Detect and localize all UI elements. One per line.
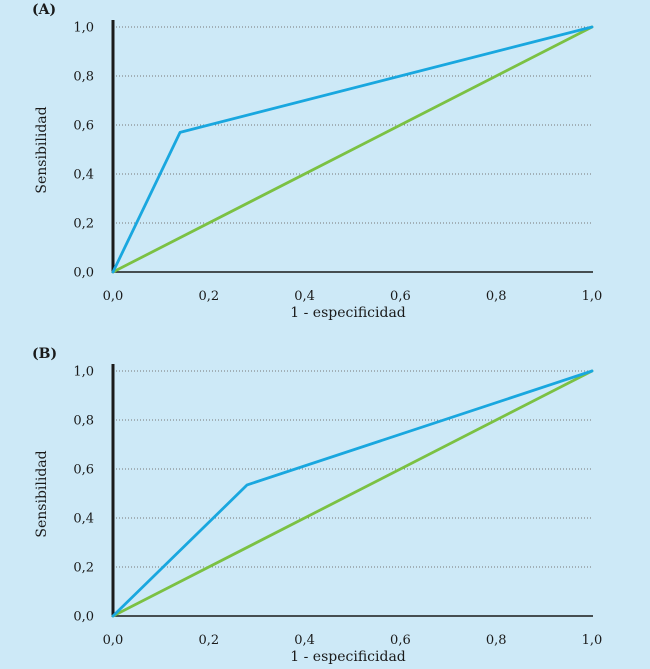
panel-a-plot: 0,0 0,2 0,4 0,6 0,8 1,0 0,0 0,2 0,4 0,6 0,8 1,0	[73, 20, 602, 304]
x-tick-label: 0,2	[198, 633, 219, 648]
y-tick-label: 0,2	[73, 561, 94, 576]
x-tick-label: 1,0	[582, 633, 603, 648]
y-tick-label: 0,2	[73, 217, 94, 232]
y-tick-label: 1,0	[73, 365, 94, 380]
y-tick-label: 0,4	[73, 168, 94, 183]
roc-curve-line	[111, 369, 594, 618]
x-tick-label: 0,0	[103, 633, 124, 648]
x-tick-label: 1,0	[582, 289, 603, 304]
x-tick-label: 0,4	[294, 289, 315, 304]
y-tick-label: 0,0	[73, 610, 94, 625]
y-tick-label: 0,0	[73, 266, 94, 281]
panel-b-xlabel: 1 - especificidad	[290, 649, 406, 665]
reference-diagonal-line	[111, 369, 594, 618]
panel-b-label: (B)	[32, 346, 57, 362]
x-tick-label: 0,2	[198, 289, 219, 304]
x-tick-label: 0,8	[486, 289, 507, 304]
y-tick-label: 0,4	[73, 512, 94, 527]
x-tick-label: 0,8	[486, 633, 507, 648]
panel-a: (A) Sensibilidad 1 - especificidad 0,00,…	[32, 2, 602, 321]
panel-a-label: (A)	[32, 2, 56, 18]
roc-curve-line	[111, 25, 594, 274]
reference-diagonal-line	[111, 25, 594, 274]
y-tick-label: 0,6	[73, 119, 94, 134]
x-tick-label: 0,0	[103, 289, 124, 304]
y-tick-label: 1,0	[73, 21, 94, 36]
panel-b-ylabel: Sensibilidad	[34, 450, 50, 537]
x-tick-label: 0,4	[294, 633, 315, 648]
x-tick-label: 0,6	[390, 633, 411, 648]
panel-b: (B) Sensibilidad 1 - especificidad 0,00,…	[32, 346, 602, 665]
panel-a-ylabel: Sensibilidad	[34, 106, 50, 193]
panel-b-plot: 0,0 0,2 0,4 0,6 0,8 1,0 0,0 0,2 0,4 0,6 0,8 1,0	[73, 364, 602, 648]
y-tick-label: 0,6	[73, 463, 94, 478]
y-tick-label: 0,8	[73, 70, 94, 85]
panel-a-xlabel: 1 - especificidad	[290, 305, 406, 321]
y-tick-label: 0,8	[73, 414, 94, 429]
x-tick-label: 0,6	[390, 289, 411, 304]
